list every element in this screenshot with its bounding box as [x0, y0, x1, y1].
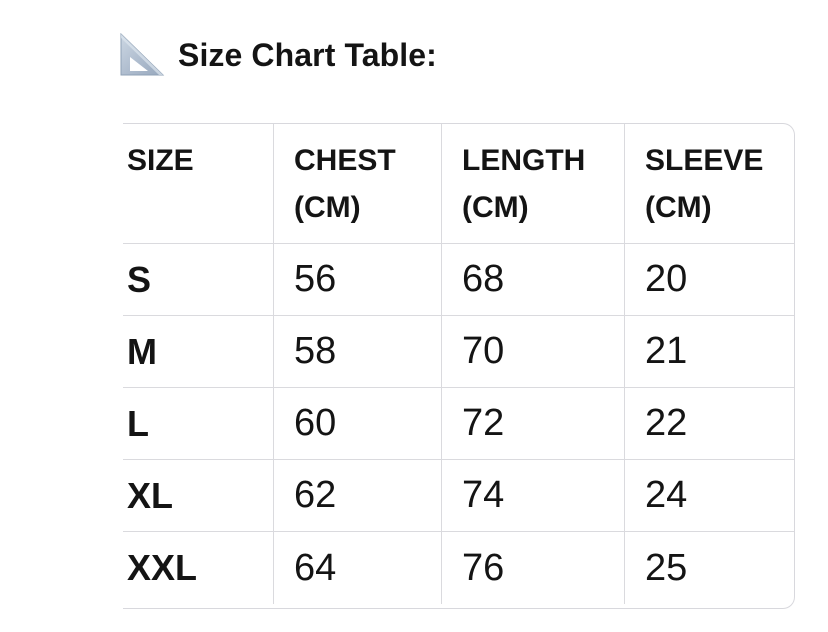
size-chart-table-scroll[interactable]: SIZE CHEST (CM) LENGTH (CM) SLEEVE (CM) …: [123, 123, 795, 609]
size-cell: L: [123, 388, 274, 460]
length-cell: 70: [442, 316, 625, 388]
sleeve-cell: 25: [645, 546, 688, 589]
triangular-ruler-icon: [119, 33, 165, 77]
table-row: L 60 72 22: [123, 388, 794, 460]
column-header-chest: CHEST (CM): [274, 124, 442, 244]
column-header-size: SIZE: [123, 124, 274, 244]
size-chart-table: SIZE CHEST (CM) LENGTH (CM) SLEEVE (CM) …: [123, 124, 794, 604]
table-row: XL 62 74 24: [123, 460, 794, 532]
size-cell: M: [123, 316, 274, 388]
size-cell: XXL: [123, 532, 274, 604]
chest-cell: 62: [274, 460, 442, 532]
table-row: S 56 68 20: [123, 244, 794, 316]
column-header-sleeve: SLEEVE (CM): [625, 124, 794, 244]
page-title-row: Size Chart Table:: [119, 31, 437, 79]
table-row: XXL 64 76 25: [123, 532, 794, 604]
sleeve-cell: 20: [625, 244, 794, 316]
length-cell: 68: [442, 244, 625, 316]
sleeve-cell: 22: [625, 388, 794, 460]
chest-cell: 58: [274, 316, 442, 388]
header-row: SIZE CHEST (CM) LENGTH (CM) SLEEVE (CM): [123, 124, 794, 244]
column-header-length: LENGTH (CM): [442, 124, 625, 244]
chest-cell: 60: [274, 388, 442, 460]
table-row: M 58 70 21: [123, 316, 794, 388]
sleeve-cell: 21: [625, 316, 794, 388]
length-cell: 72: [442, 388, 625, 460]
chest-cell: 56: [274, 244, 442, 316]
size-cell: S: [123, 244, 274, 316]
length-cell: 74: [442, 460, 625, 532]
page-title: Size Chart Table:: [178, 36, 437, 73]
length-cell: 76: [442, 532, 625, 604]
chest-cell: 64: [274, 532, 442, 604]
size-cell: XL: [123, 460, 274, 532]
sleeve-cell: 24: [625, 460, 794, 532]
